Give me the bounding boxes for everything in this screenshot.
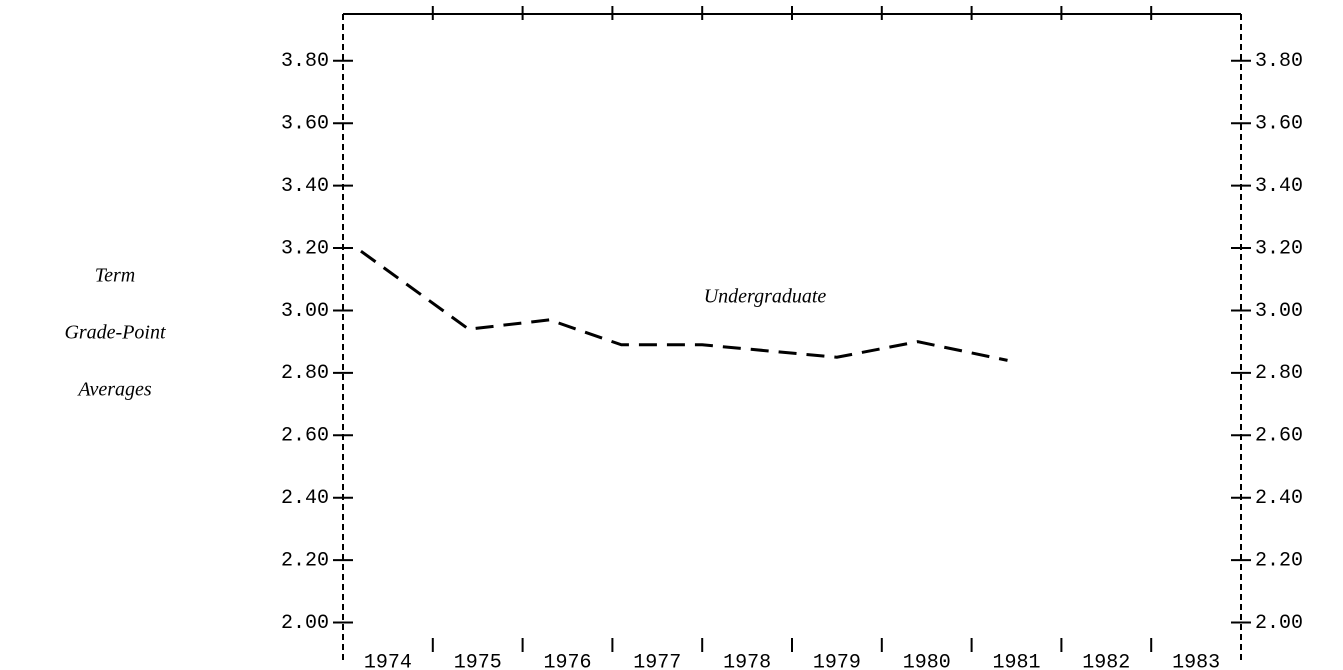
y-axis-title: Grade-Point bbox=[64, 322, 166, 344]
y-tick-label: 3.80 bbox=[281, 50, 329, 73]
y-tick-label: 3.20 bbox=[281, 237, 329, 260]
y-axis-title: Averages bbox=[76, 379, 152, 401]
y2-tick-label: 3.00 bbox=[1255, 300, 1303, 323]
y-tick-label: 2.20 bbox=[281, 549, 329, 572]
y2-tick-label: 3.40 bbox=[1255, 175, 1303, 198]
x-tick-label: 1980 bbox=[903, 651, 951, 670]
x-tick-label: 1978 bbox=[723, 651, 771, 670]
x-tick-label: 1979 bbox=[813, 651, 861, 670]
y-tick-label: 3.40 bbox=[281, 175, 329, 198]
x-tick-label: 1982 bbox=[1082, 651, 1130, 670]
x-tick-label: 1974 bbox=[364, 651, 412, 670]
y2-tick-label: 2.20 bbox=[1255, 549, 1303, 572]
series-line bbox=[360, 249, 1008, 362]
series-label: Undergraduate bbox=[704, 286, 827, 308]
y2-tick-label: 2.40 bbox=[1255, 487, 1303, 510]
y-tick-label: 2.80 bbox=[281, 362, 329, 385]
y2-tick-label: 2.80 bbox=[1255, 362, 1303, 385]
x-tick-label: 1975 bbox=[454, 651, 502, 670]
y2-tick-label: 2.60 bbox=[1255, 425, 1303, 448]
y2-tick-label: 3.80 bbox=[1255, 50, 1303, 73]
y-tick-label: 2.60 bbox=[281, 425, 329, 448]
x-tick-label: 1981 bbox=[992, 651, 1040, 670]
y-axis-title: Term bbox=[95, 265, 135, 287]
y2-tick-label: 3.20 bbox=[1255, 237, 1303, 260]
y-tick-label: 2.40 bbox=[281, 487, 329, 510]
y2-tick-label: 3.60 bbox=[1255, 113, 1303, 136]
y-tick-label: 2.00 bbox=[281, 612, 329, 635]
x-tick-label: 1977 bbox=[633, 651, 681, 670]
y2-tick-label: 2.00 bbox=[1255, 612, 1303, 635]
x-tick-label: 1976 bbox=[543, 651, 591, 670]
x-tick-label: 1983 bbox=[1172, 651, 1220, 670]
y-tick-label: 3.00 bbox=[281, 300, 329, 323]
y-tick-label: 3.60 bbox=[281, 113, 329, 136]
